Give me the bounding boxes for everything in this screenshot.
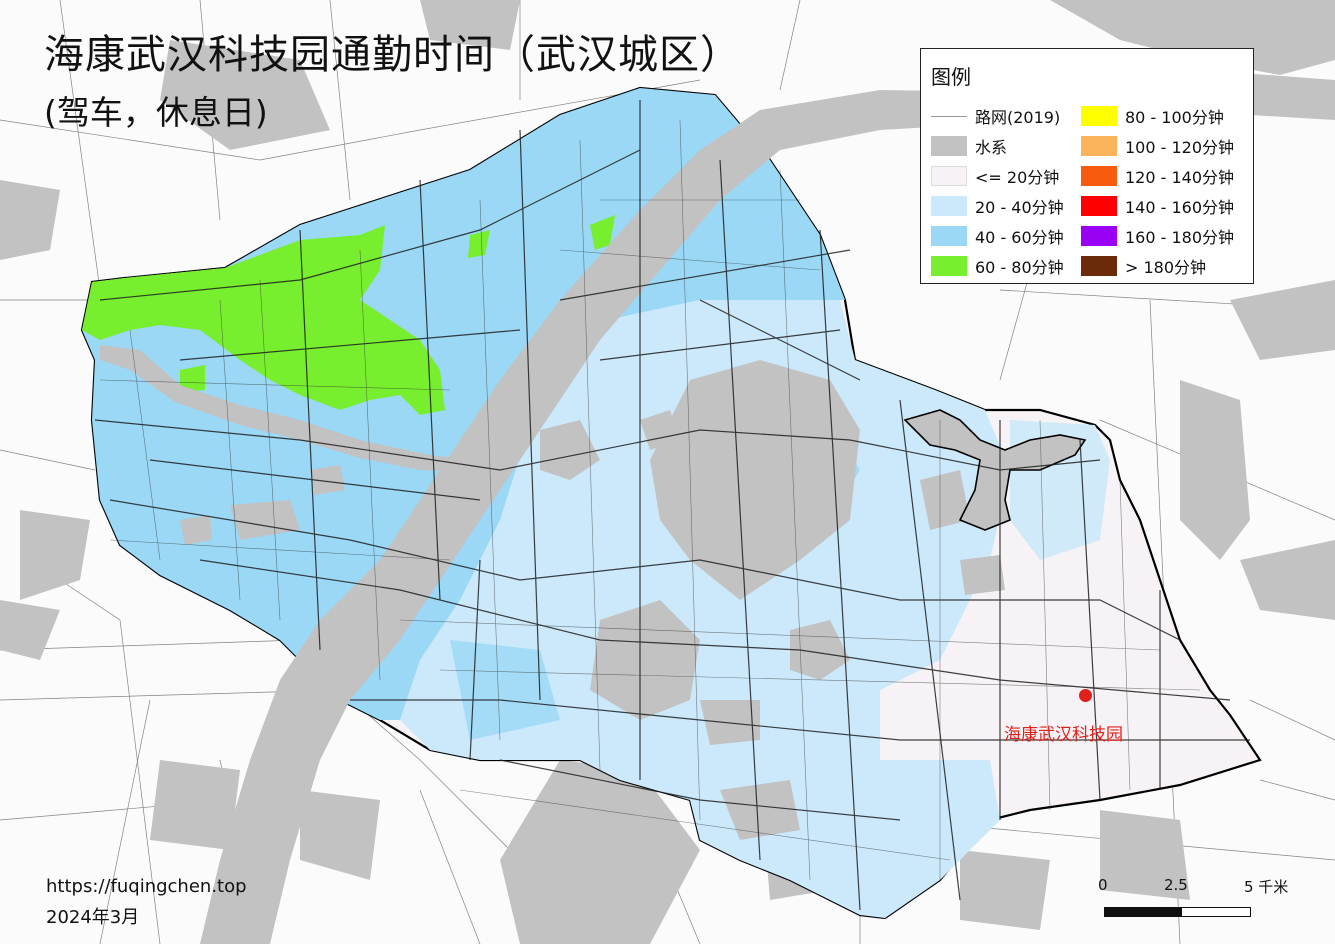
scale-bar: 0 2.5 5 千米 [1098, 876, 1318, 924]
legend-label: > 180分钟 [1125, 258, 1207, 277]
map-date: 2024年3月 [46, 907, 140, 928]
legend-item-gt180: > 180分钟 [1081, 255, 1206, 277]
le20-swatch [931, 166, 967, 186]
160-180-swatch [1081, 226, 1117, 246]
legend-item-160-180: 160 - 180分钟 [1081, 225, 1234, 247]
legend-item-100-120: 100 - 120分钟 [1081, 135, 1234, 157]
lakes [180, 360, 1005, 840]
legend-item-water: 水系 [931, 135, 1007, 157]
road-line-swatch [931, 106, 967, 126]
map-subtitle: (驾车，休息日) [44, 93, 268, 132]
legend-item-roads: 路网(2019) [931, 105, 1060, 127]
120-140-swatch [1081, 166, 1117, 186]
zone-60-80-min-patch [590, 215, 615, 250]
40-60-swatch [931, 226, 967, 246]
scale-segment-dark [1104, 907, 1181, 917]
legend-item-140-160: 140 - 160分钟 [1081, 195, 1234, 217]
legend-item-120-140: 120 - 140分钟 [1081, 165, 1234, 187]
legend-item-20-40: 20 - 40分钟 [931, 195, 1064, 217]
legend-panel: 图例 路网(2019) 水系 <= 20分钟 20 - 40分钟 40 - 60… [920, 48, 1254, 284]
legend-item-60-80: 60 - 80分钟 [931, 255, 1064, 277]
legend-label: 路网(2019) [975, 108, 1061, 127]
legend-label: 120 - 140分钟 [1125, 168, 1235, 187]
legend-label: 160 - 180分钟 [1125, 228, 1235, 247]
yangtze-river [200, 70, 1335, 944]
legend-label: 20 - 40分钟 [975, 198, 1064, 217]
zone-60-80-min [82, 225, 445, 415]
20-40-swatch [931, 196, 967, 216]
road-network [94, 100, 1250, 911]
legend-label: 80 - 100分钟 [1125, 108, 1224, 127]
legend-label: 水系 [975, 138, 1008, 157]
road-network-minor [99, 119, 1201, 881]
60-80-swatch [931, 256, 967, 276]
scale-tick-mid: 2.5 [1164, 876, 1188, 894]
legend-label: 100 - 120分钟 [1125, 138, 1235, 157]
legend-label: 40 - 60分钟 [975, 228, 1064, 247]
scale-tick-0: 0 [1098, 876, 1108, 894]
site-label: 海康武汉科技园 [1004, 725, 1123, 745]
water-swatch [931, 136, 967, 156]
100-120-swatch [1081, 136, 1117, 156]
legend-label: <= 20分钟 [975, 168, 1060, 187]
legend-item-80-100: 80 - 100分钟 [1081, 105, 1224, 127]
legend-item-40-60: 40 - 60分钟 [931, 225, 1064, 247]
scale-tick-end: 5 千米 [1244, 878, 1289, 896]
gt180-swatch [1081, 256, 1117, 276]
zone-60-80-min-patch-2 [468, 230, 490, 258]
map-title: 海康武汉科技园通勤时间（武汉城区） [44, 32, 741, 78]
source-url: https://fuqingchen.top [46, 876, 247, 897]
legend-title: 图例 [931, 65, 971, 89]
legend-item-le20: <= 20分钟 [931, 165, 1059, 187]
140-160-swatch [1081, 196, 1117, 216]
80-100-swatch [1081, 106, 1117, 126]
scale-segment-light [1181, 907, 1251, 917]
zone-40-60-min-patch-south [450, 640, 560, 740]
legend-label: 140 - 160分钟 [1125, 198, 1235, 217]
legend-label: 60 - 80分钟 [975, 258, 1064, 277]
zone-60-80-min-patch-3 [180, 365, 205, 392]
east-lake-outline [903, 409, 1087, 531]
site-marker-icon [1079, 689, 1092, 702]
